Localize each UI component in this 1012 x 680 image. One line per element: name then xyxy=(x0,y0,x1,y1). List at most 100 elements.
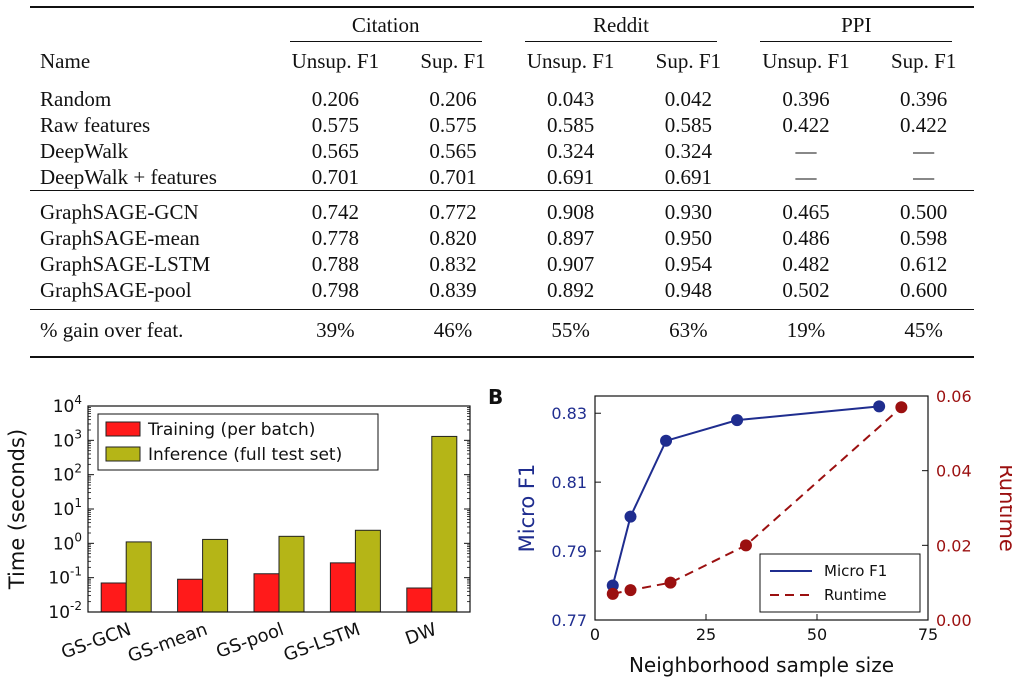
table-top-rule xyxy=(30,6,974,8)
table-cell: 0.892 xyxy=(547,278,595,302)
row-name-cell: GraphSAGE-pool xyxy=(40,278,192,302)
y-tick-label: 102 xyxy=(53,462,82,486)
table-bottom-rule xyxy=(30,356,974,358)
legend-label: Training (per batch) xyxy=(147,420,315,440)
bar xyxy=(100,582,127,613)
x-tick-label: 0 xyxy=(590,625,600,644)
y-tick-label: 104 xyxy=(53,393,82,417)
column-header: Sup. F1 xyxy=(890,49,957,73)
results-table: Citation Reddit PPI Name Unsup. F1 Sup. … xyxy=(30,8,974,350)
sample-size-line-chart: B 0 25 50 75 0.77 0.79 0.81 0.83 0.00 0.02 0.04 0.06… xyxy=(488,385,1012,677)
table-cell: 0.575 xyxy=(429,113,477,137)
name-column-header: Name xyxy=(40,49,91,73)
data-point xyxy=(606,587,619,600)
y-tick-label: 10-2 xyxy=(48,599,82,623)
legend-swatch xyxy=(105,421,141,437)
gain-cell: 63% xyxy=(638,309,739,350)
data-point xyxy=(895,401,908,414)
legend-label: Runtime xyxy=(824,586,887,604)
column-header: Unsup. F1 xyxy=(526,49,615,73)
y-right-tick-label: 0.00 xyxy=(936,611,972,630)
bar xyxy=(202,538,229,613)
table-cell: 0.788 xyxy=(311,252,359,276)
table-row: GraphSAGE-GCN 0.742 0.772 0.908 0.930 0.465 0.… xyxy=(30,190,974,225)
table-cell: — xyxy=(913,139,935,163)
bar xyxy=(177,578,204,613)
column-header: Unsup. F1 xyxy=(762,49,850,73)
bar xyxy=(354,529,381,613)
x-axis-label: Neighborhood sample size xyxy=(629,653,894,677)
panel-label: B xyxy=(488,385,503,409)
table-cell: 0.482 xyxy=(782,252,830,276)
gain-cell: 39% xyxy=(268,309,403,350)
table-cell: 0.042 xyxy=(664,87,712,111)
gain-cell: 46% xyxy=(402,309,504,350)
table-cell: 0.897 xyxy=(547,226,595,250)
bar xyxy=(278,535,305,613)
table-cell: 0.701 xyxy=(429,165,477,189)
table-group-header-row: Citation Reddit PPI xyxy=(30,8,974,42)
table-row: GraphSAGE-LSTM 0.788 0.832 0.907 0.954 0.482 0… xyxy=(30,251,974,277)
table-cell: — xyxy=(913,165,935,189)
table-cell: 0.502 xyxy=(782,278,830,302)
table-row: GraphSAGE-mean 0.778 0.820 0.897 0.950 0.486 0… xyxy=(30,225,974,251)
group-header-citation: Citation xyxy=(268,8,503,42)
data-point xyxy=(873,400,886,413)
row-name-cell: Raw features xyxy=(40,113,151,137)
y-right-tick-label: 0.06 xyxy=(936,387,972,406)
row-name-cell: GraphSAGE-LSTM xyxy=(40,252,211,276)
data-point xyxy=(664,576,677,589)
x-tick-label: 50 xyxy=(807,625,827,644)
legend-label: Micro F1 xyxy=(824,562,887,580)
plot-frame xyxy=(87,405,471,613)
table-cell: 0.585 xyxy=(547,113,595,137)
x-tick-label: GS-GCN xyxy=(59,619,134,664)
table-row: Raw features 0.575 0.575 0.585 0.585 0.422 0.4… xyxy=(30,112,974,138)
row-name-cell: Random xyxy=(40,87,112,111)
table-cell: 0.742 xyxy=(268,190,403,225)
table-cell: 0.585 xyxy=(664,113,712,137)
y-left-tick-label: 0.79 xyxy=(551,542,587,561)
bar xyxy=(406,587,433,613)
table-cell: 0.206 xyxy=(311,87,359,111)
x-tick-label: DW xyxy=(403,619,440,650)
table-cell: — xyxy=(795,165,817,189)
table-cell: 0.500 xyxy=(873,190,974,225)
table-cell: 0.954 xyxy=(664,252,712,276)
y-tick-label: 100 xyxy=(53,530,82,554)
column-header: Sup. F1 xyxy=(420,49,486,73)
x-tick-label: 25 xyxy=(696,625,716,644)
y-right-tick-label: 0.04 xyxy=(936,462,972,481)
row-name-cell: % gain over feat. xyxy=(30,309,268,350)
table-row: Random 0.206 0.206 0.043 0.042 0.396 0.396 xyxy=(30,80,974,112)
y-tick-label: 103 xyxy=(53,427,82,451)
table-cell: 0.575 xyxy=(311,113,359,137)
table-cell: 0.324 xyxy=(547,139,595,163)
table-cell: 0.612 xyxy=(900,252,948,276)
table-cell: 0.930 xyxy=(638,190,739,225)
gain-cell: 45% xyxy=(873,309,974,350)
bar xyxy=(329,562,356,613)
x-tick-label: 75 xyxy=(918,625,938,644)
x-tick-label: GS-pool xyxy=(213,619,286,663)
table-cell: 0.422 xyxy=(900,113,948,137)
table-row: GraphSAGE-pool 0.798 0.839 0.892 0.948 0.502 0… xyxy=(30,277,974,310)
table-cell: 0.422 xyxy=(782,113,830,137)
data-point xyxy=(624,510,637,523)
plot-frame xyxy=(594,395,929,621)
data-point xyxy=(606,579,619,592)
table-cell: 0.798 xyxy=(311,278,359,302)
row-name-cell: GraphSAGE-mean xyxy=(40,226,200,250)
bar xyxy=(253,573,280,613)
table-cell: 0.907 xyxy=(547,252,595,276)
legend-box xyxy=(97,413,379,471)
table-cell: 0.772 xyxy=(402,190,504,225)
table-row: DeepWalk + features 0.701 0.701 0.691 0.691 —… xyxy=(30,164,974,191)
table-cell: 0.465 xyxy=(738,190,874,225)
table-cell: 0.565 xyxy=(311,139,359,163)
table-cell: 0.598 xyxy=(900,226,948,250)
data-point xyxy=(739,539,752,552)
data-point xyxy=(624,584,637,597)
